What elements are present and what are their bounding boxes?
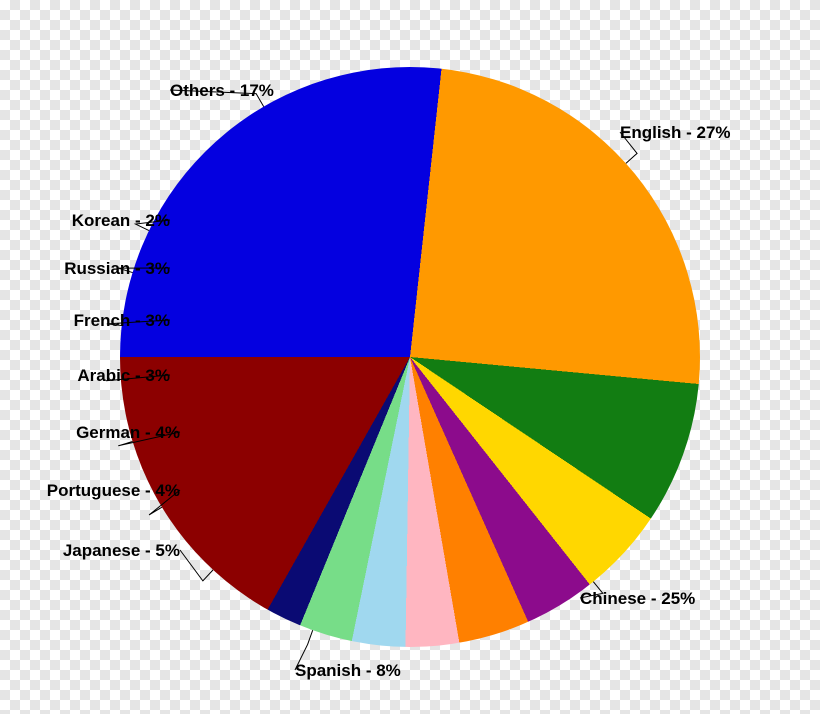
slice-label: Others - 17%: [170, 82, 274, 99]
slice-label: Arabic - 3%: [77, 367, 170, 384]
slice-label: German - 4%: [76, 424, 180, 441]
slice-label: Portuguese - 4%: [47, 482, 180, 499]
pie-chart: [120, 67, 700, 647]
slice-label: Chinese - 25%: [580, 590, 695, 607]
slice-label: English - 27%: [620, 124, 731, 141]
chart-canvas: English - 27% Chinese - 25% Spanish - 8% Ja…: [0, 0, 820, 714]
slice-label: French - 3%: [74, 312, 170, 329]
slice-label: Japanese - 5%: [63, 542, 180, 559]
slice-label: Russian - 3%: [64, 260, 170, 277]
slice-label: Spanish - 8%: [295, 662, 401, 679]
slice-label: Korean - 2%: [72, 212, 170, 229]
